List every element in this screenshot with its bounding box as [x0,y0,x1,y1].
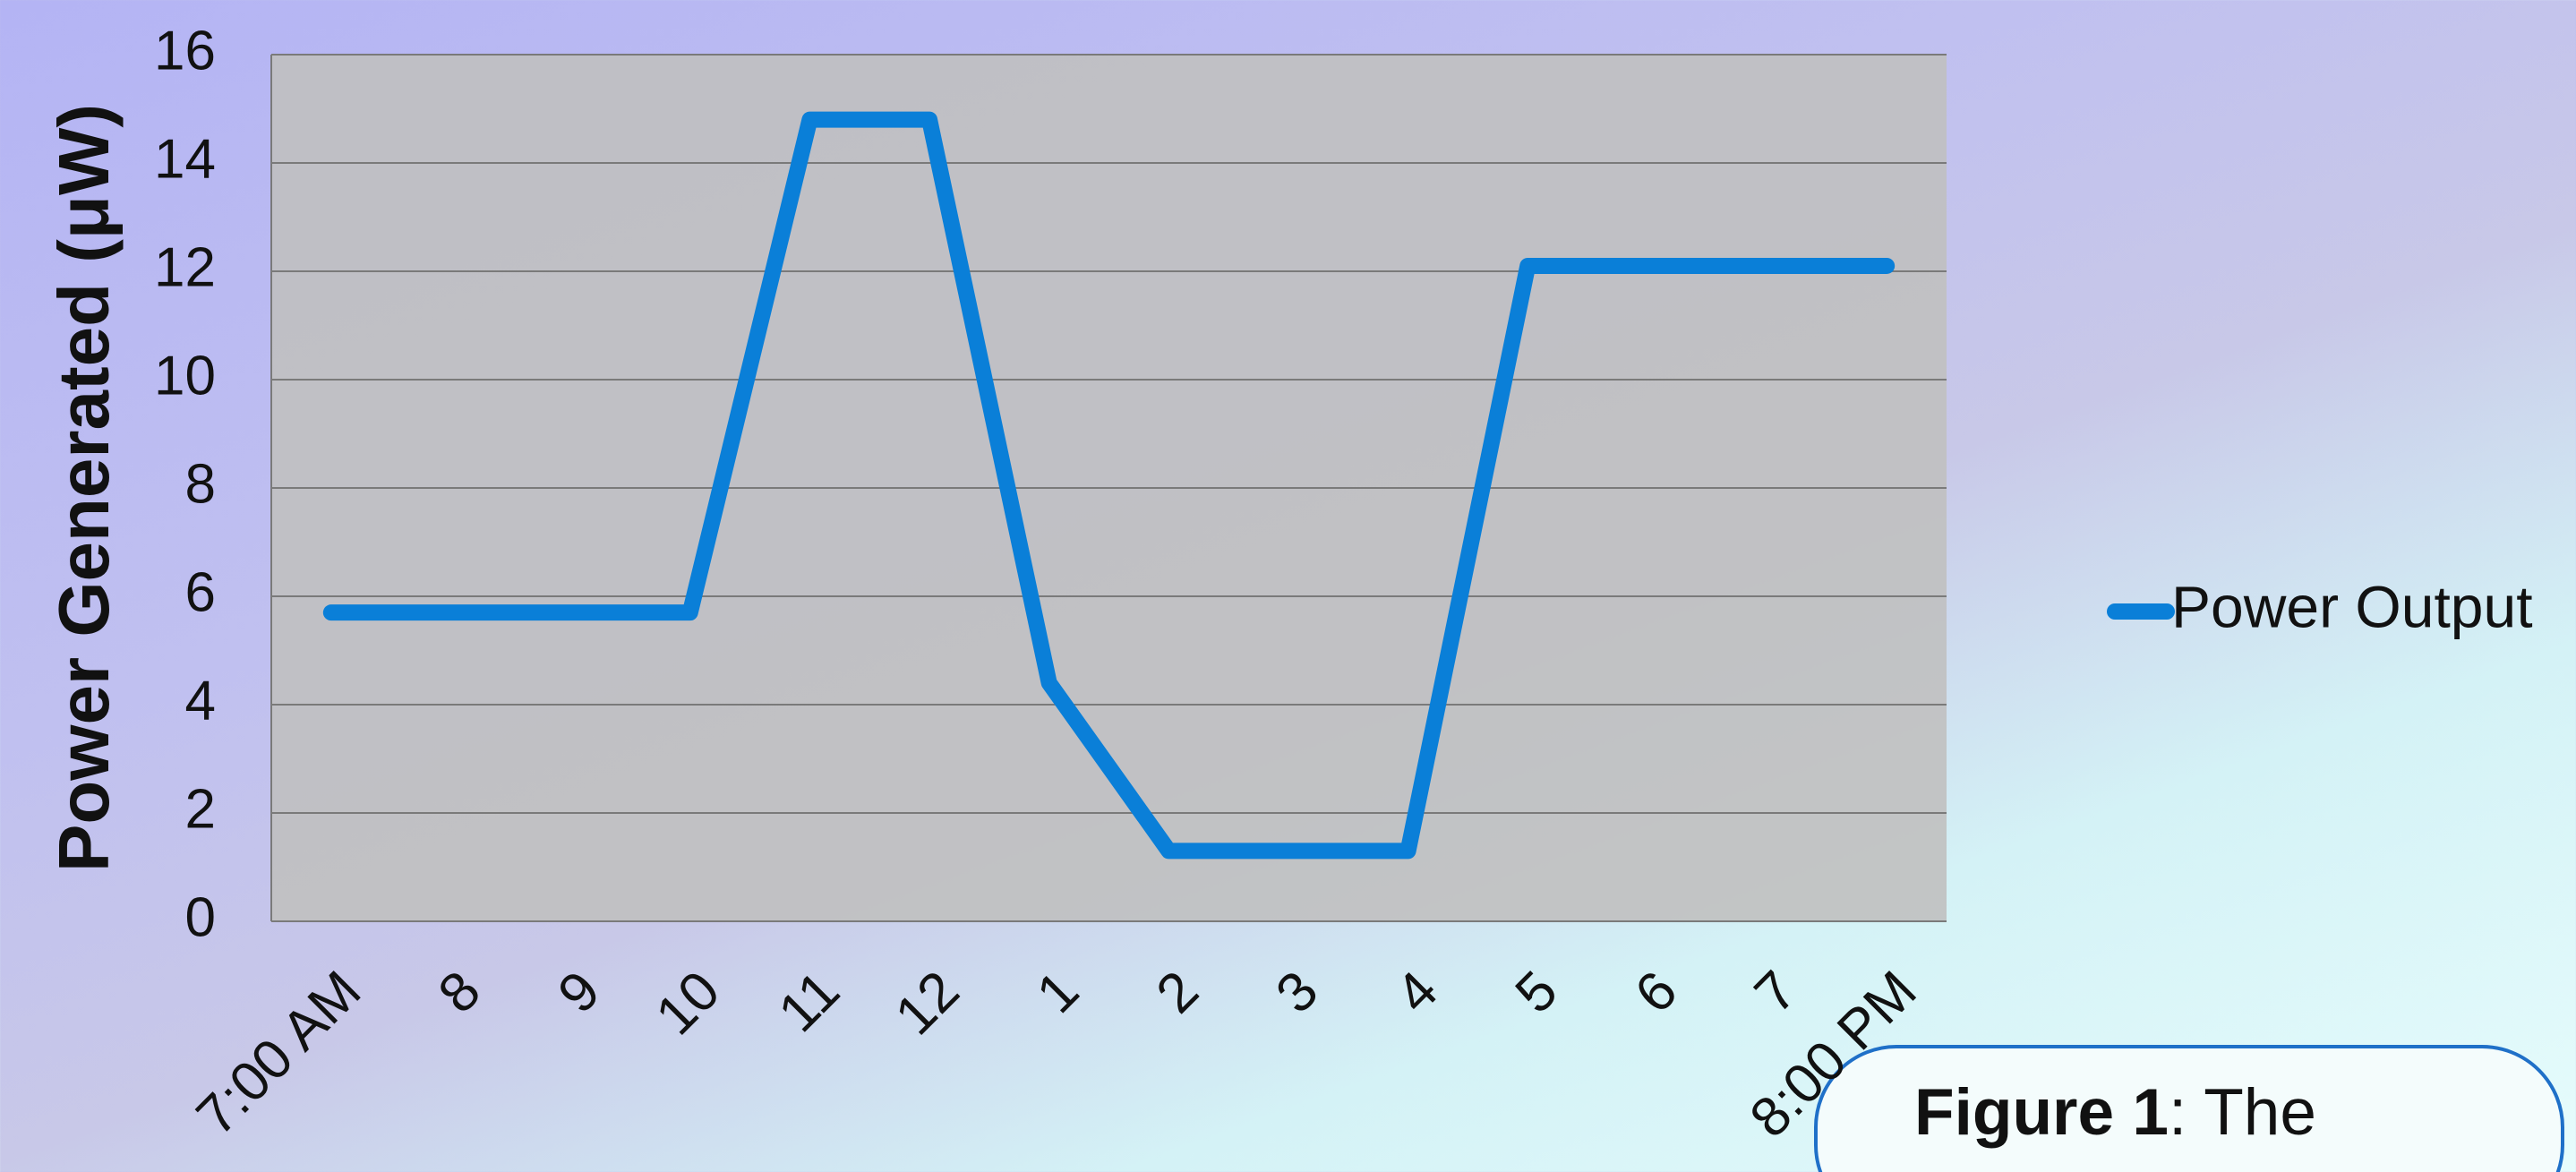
caption: Figure 1: The [1914,1076,2316,1149]
y-tick-label: 8 [185,453,216,515]
x-tick-label: 6 [1623,960,1689,1025]
chart: Power Generated (μW) Figure 1: The 0 2 4 6 8… [0,0,2576,1172]
x-tick-label: 7:00 AM [185,960,373,1148]
x-tick-label: 2 [1145,960,1211,1025]
x-tick-label: 12 [884,960,971,1048]
y-tick-label: 4 [185,670,216,731]
x-tick-label: 8 [427,960,492,1025]
y-tick-label: 12 [154,236,216,298]
page: Power Generated (μW) Figure 1: The 0 2 4 6 8… [0,0,2576,1172]
y-tick-label: 14 [154,128,216,190]
caption-label: Figure 1 [1914,1076,2169,1149]
y-tick-label: 16 [154,20,216,81]
y-axis-label: Power Generated (μW) [44,104,124,872]
x-tick-label: 4 [1384,960,1450,1025]
x-tick-label: 11 [767,960,852,1044]
x-tick-label: 1 [1025,960,1091,1025]
y-tick-label: 10 [154,345,216,406]
x-tick-label: 5 [1504,960,1570,1025]
y-tick-label: 0 [185,886,216,948]
x-tick-label: 3 [1264,960,1330,1025]
x-tick-label: 7 [1743,960,1809,1025]
x-tick-label: 9 [546,960,612,1025]
legend-label: Power Output [2171,573,2533,639]
y-tick-label: 6 [185,561,216,623]
caption-text: : The [2169,1076,2316,1149]
x-tick-label: 10 [645,960,732,1048]
y-tick-label: 2 [185,778,216,840]
